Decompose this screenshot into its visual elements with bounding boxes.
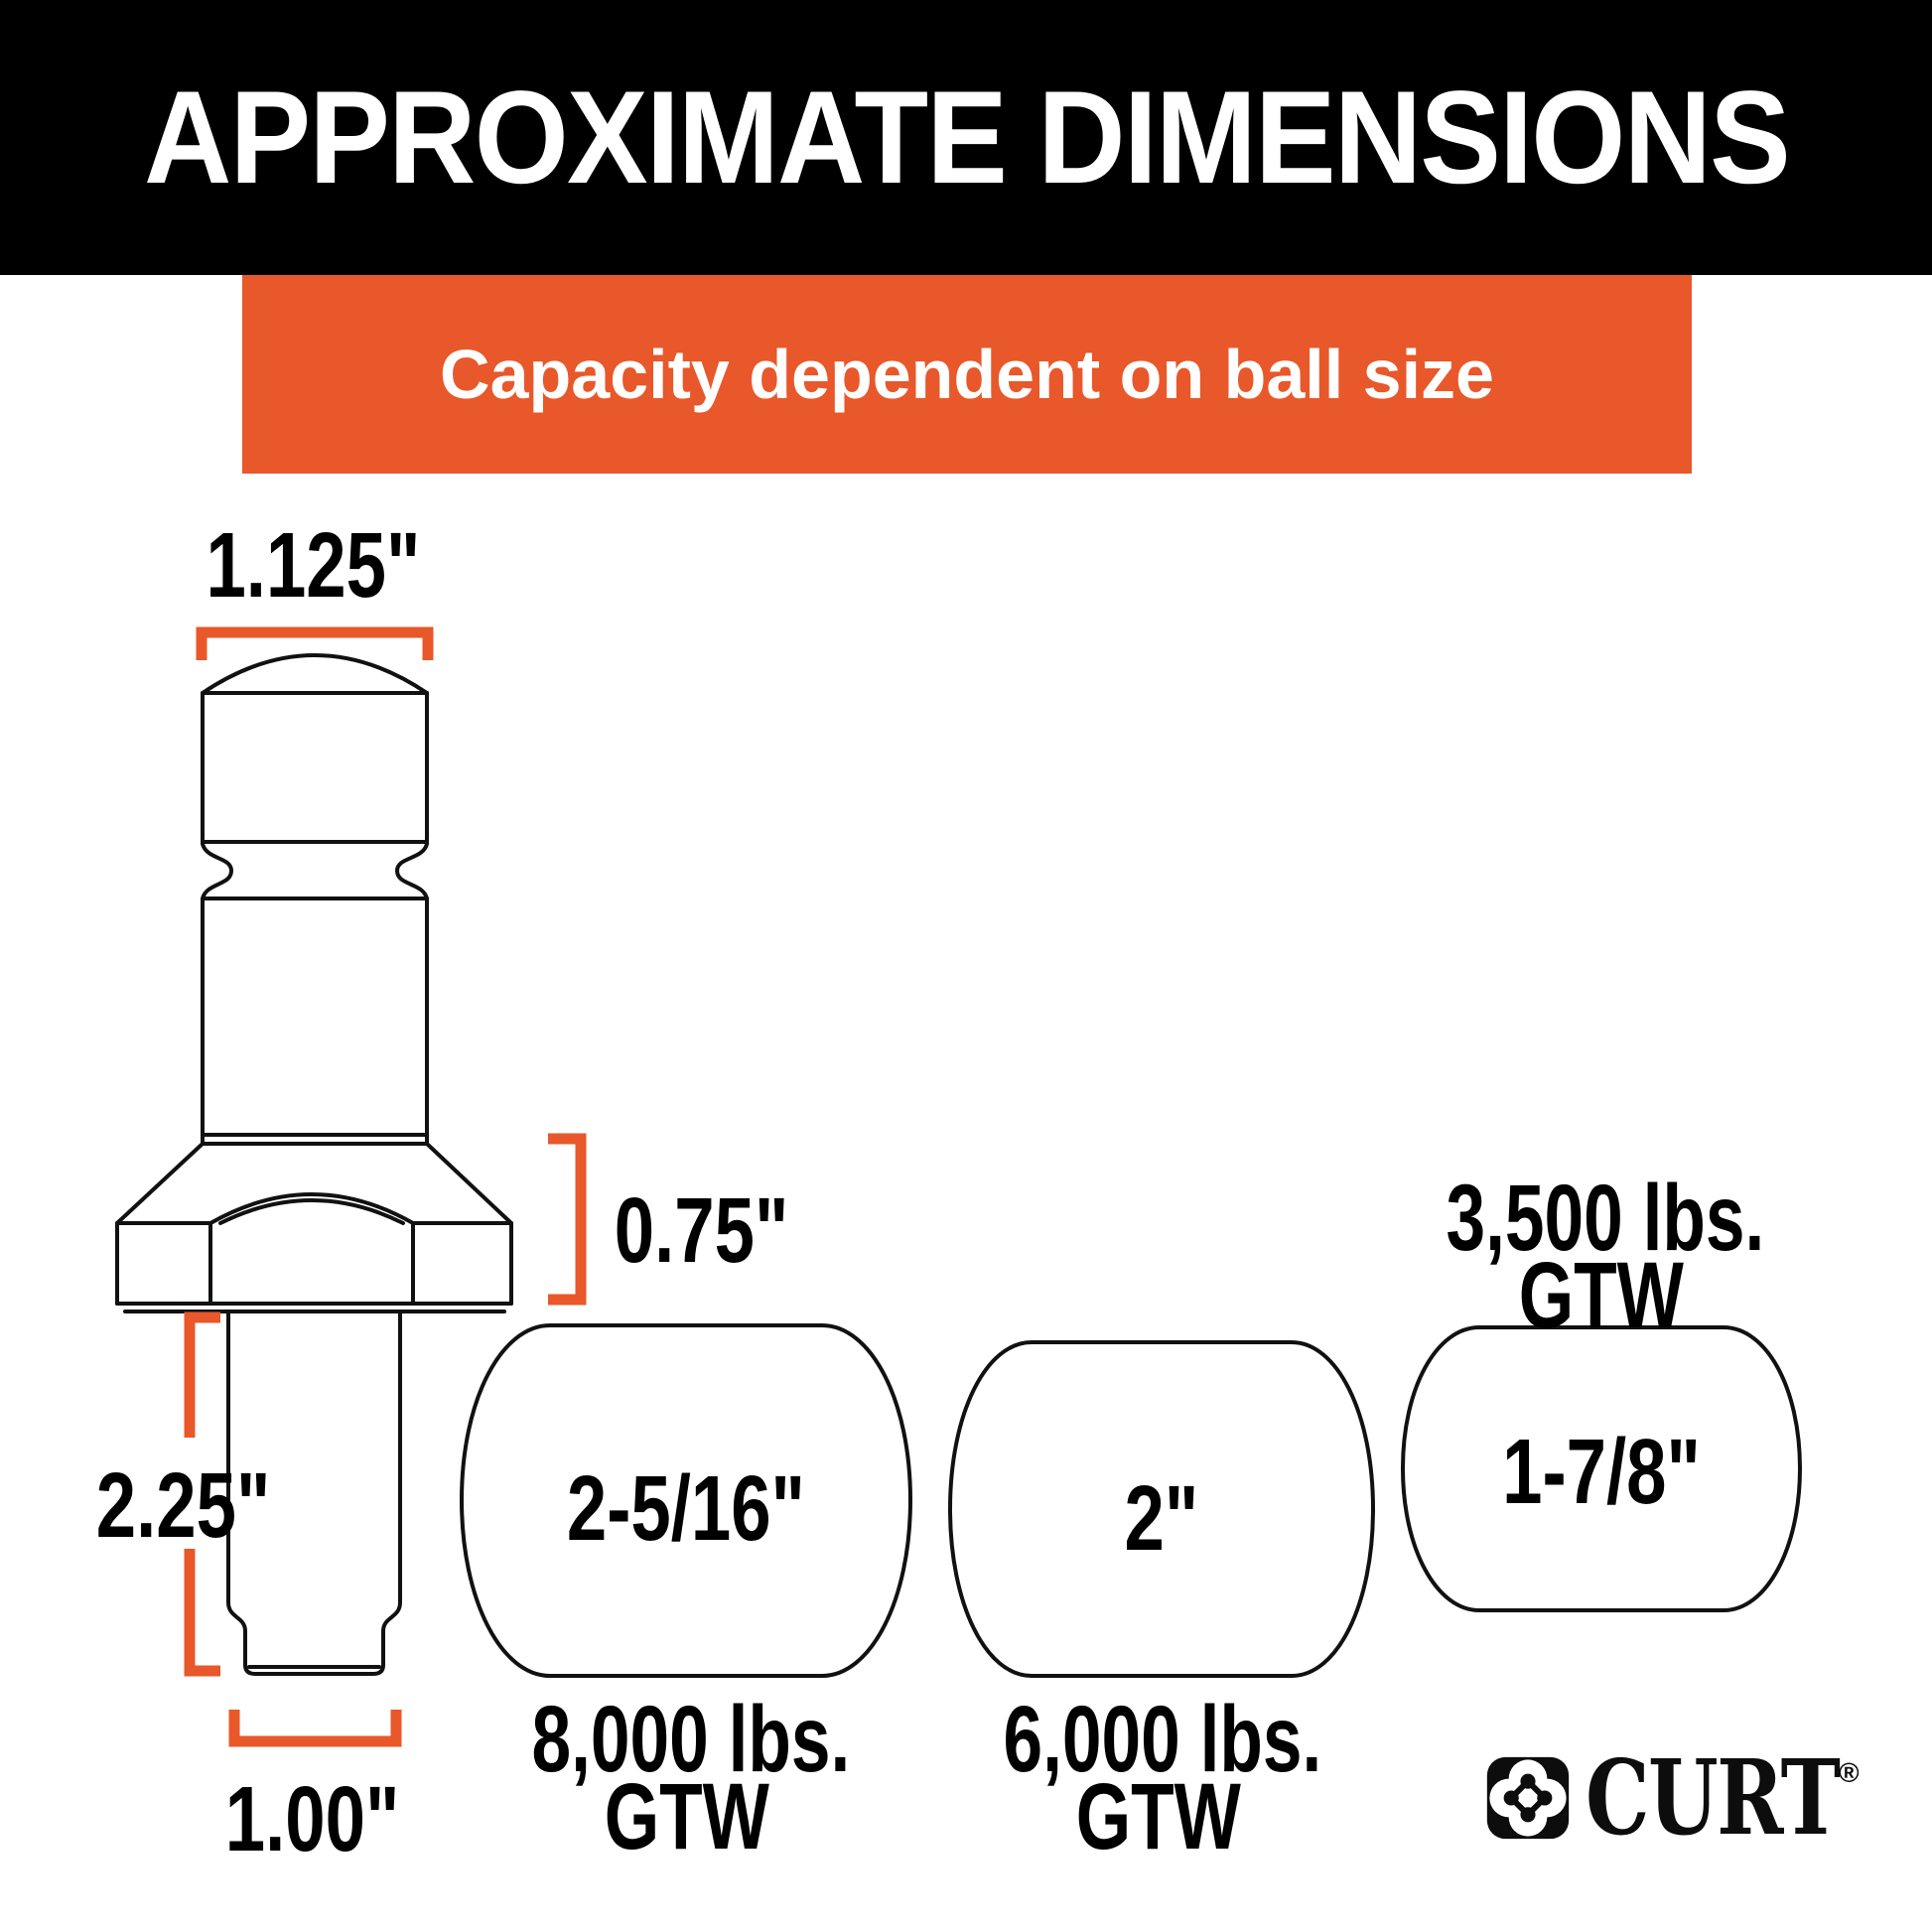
label-ball-size-2: 2" [1124,1466,1199,1570]
stud-shank [226,1310,402,1676]
page-title: APPROXIMATE DIMENSIONS [143,64,1791,211]
bracket-shank-length [184,1311,220,1677]
label-top-width: 1.125" [206,513,420,617]
dimension-brackets [184,626,587,1747]
curt-logo: CURT [1486,1736,1910,1859]
ball-outline-2-5-16 [459,1323,913,1678]
label-ball-size-3: 1-7/8" [1502,1420,1701,1523]
ball-stud-outline [115,653,513,1676]
label-hex-height: 0.75" [615,1178,789,1282]
capacity-unit: GTW [1518,1243,1685,1348]
ball-outline-1-7-8 [1400,1325,1803,1612]
bracket-shank-width [228,1710,402,1747]
capacity-value: 6,000 lbs. [1003,1687,1322,1792]
capacity-ball-2: 6,000 lbs. GTW [950,1687,1367,1869]
ball-outlines [459,1323,1803,1678]
curt-logo-text: CURT [1586,1736,1841,1859]
label-shank-length: 2.25" [96,1453,271,1557]
bracket-hex-height [548,1133,587,1306]
capacity-banner-text: Capacity dependent on ball size [440,336,1494,413]
bracket-top-width [196,626,434,660]
capacity-ball-3: 3,500 lbs. GTW [1393,1166,1810,1348]
capacity-unit: GTW [604,1764,770,1869]
curt-logo-icon [1486,1756,1570,1840]
capacity-ball-1: 8,000 lbs. GTW [479,1687,896,1869]
capacity-value: 8,000 lbs. [531,1687,851,1792]
stud-dome [201,653,429,695]
capacity-unit: GTW [1075,1764,1242,1869]
label-ball-size-1: 2-5/16" [566,1456,806,1560]
header-bar: APPROXIMATE DIMENSIONS [0,0,1932,275]
capacity-value: 3,500 lbs. [1446,1166,1765,1271]
ball-outline-2 [947,1340,1376,1678]
label-shank-width: 1.00" [225,1767,400,1870]
registered-mark: ® [1839,1757,1860,1788]
capacity-banner: Capacity dependent on ball size [242,275,1692,474]
